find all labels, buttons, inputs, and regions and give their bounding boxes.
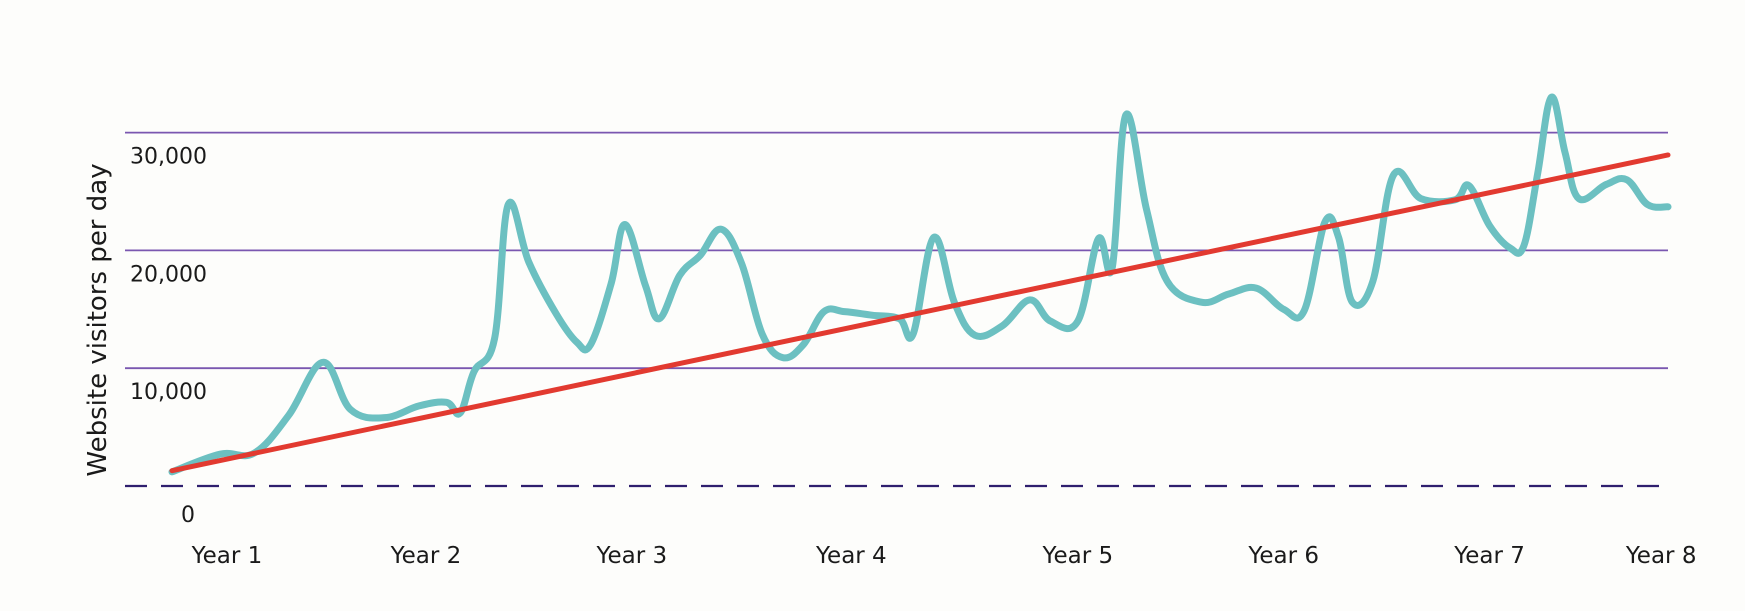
x-tick-label: Year 8 <box>1625 543 1697 569</box>
visitors-series-line <box>168 93 1672 476</box>
x-tick-label: Year 5 <box>1042 543 1114 569</box>
x-tick-label: Year 3 <box>595 543 667 569</box>
x-tick-label: Year 2 <box>390 543 462 569</box>
y-tick-label: 0 <box>181 503 195 528</box>
y-tick-label: 10,000 <box>130 380 207 405</box>
x-tick-label: Year 6 <box>1247 543 1319 569</box>
x-axis-ticks: Year 1 Year 2 Year 3 Year 4 Year 5 Year 6 Year… <box>191 543 1697 569</box>
x-tick-label: Year 4 <box>815 543 887 569</box>
x-tick-label: Year 7 <box>1453 543 1525 569</box>
y-axis-label: Website visitors per day <box>83 163 113 476</box>
y-tick-label: 30,000 <box>130 145 207 170</box>
series-lines <box>168 93 1672 476</box>
y-tick-label: 20,000 <box>130 262 207 287</box>
y-axis-ticks: 0 10,000 20,000 30,000 <box>130 145 207 528</box>
grid-lines <box>125 131 1668 488</box>
x-tick-label: Year 1 <box>191 543 263 569</box>
trend-line <box>169 152 1671 474</box>
